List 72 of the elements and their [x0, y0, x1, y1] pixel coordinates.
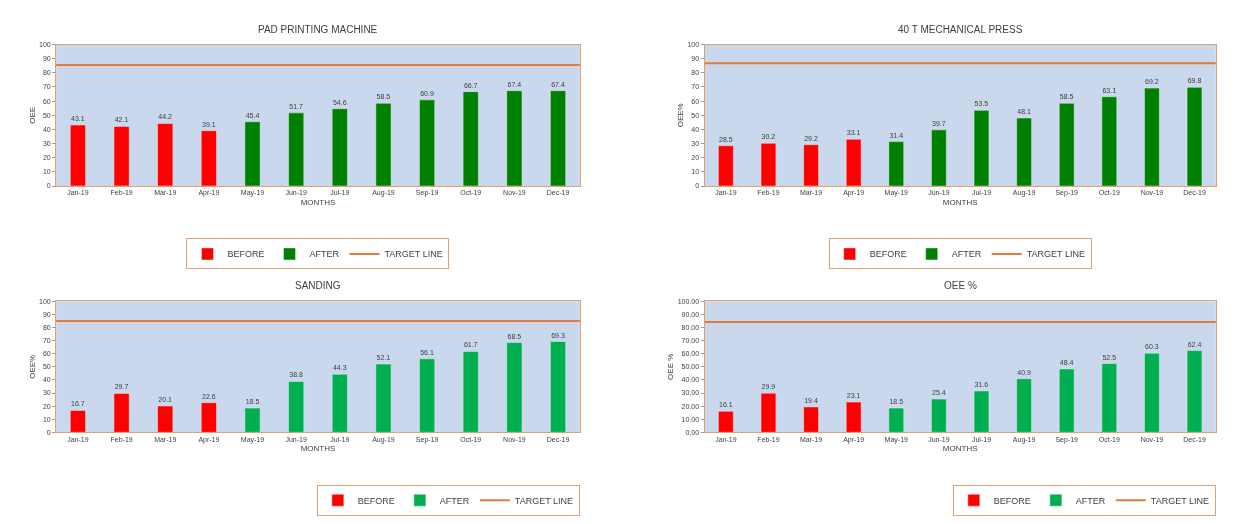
bar: [331, 108, 348, 187]
bar: [506, 90, 523, 187]
legend-label: AFTER: [309, 249, 340, 260]
legend-label: TARGET LINE: [514, 495, 574, 506]
bar: [718, 410, 734, 433]
legend-label: AFTER: [1075, 495, 1106, 506]
x-axis-title: MONTHS: [942, 443, 978, 453]
bar: [288, 112, 305, 187]
bar: [244, 407, 261, 433]
bar: [70, 410, 86, 433]
bar: [419, 99, 435, 187]
bar: [1058, 368, 1075, 433]
legend-label: TARGET LINE: [384, 249, 443, 260]
bar: [113, 126, 130, 187]
bar: [1101, 96, 1118, 187]
y-axis-title: OEE %: [666, 353, 676, 380]
bar: [973, 390, 990, 433]
bar: [157, 123, 174, 187]
chart-title: PAD PRINTING MACHINE: [258, 24, 378, 35]
legend-label: BEFORE: [357, 495, 395, 506]
bar: [760, 143, 777, 187]
bar: [845, 401, 862, 433]
bar: [1016, 378, 1032, 433]
bar: [888, 141, 904, 187]
bar: [506, 342, 523, 433]
bar: [419, 358, 435, 433]
bar: [760, 392, 777, 433]
bar: [931, 398, 947, 433]
legend-label: BEFORE: [227, 249, 265, 260]
bar: [888, 407, 904, 433]
legend-label: BEFORE: [993, 495, 1031, 506]
bar: [70, 124, 86, 187]
y-axis-title: OEE: [27, 106, 37, 124]
bar: [113, 393, 130, 433]
chart-title: OEE %: [944, 280, 977, 291]
legend-label: AFTER: [439, 495, 470, 506]
legend-label: AFTER: [951, 249, 982, 260]
bar: [550, 341, 566, 433]
legend-label: TARGET LINE: [1026, 249, 1085, 260]
bar: [931, 129, 947, 187]
bar: [803, 144, 819, 187]
bar: [1144, 87, 1160, 187]
bar: [973, 110, 990, 187]
bar: [1016, 117, 1032, 187]
bar: [462, 91, 479, 187]
bar: [803, 406, 819, 433]
bar: [200, 130, 217, 187]
bar: [550, 90, 566, 187]
x-axis-title: MONTHS: [300, 197, 336, 207]
x-axis-title: MONTHS: [942, 197, 978, 207]
bar: [375, 363, 392, 433]
legend-label: TARGET LINE: [1150, 495, 1210, 506]
bar: [462, 351, 479, 433]
bar: [375, 103, 392, 187]
bar: [845, 138, 862, 187]
bar: [200, 402, 217, 433]
x-axis-title: MONTHS: [300, 443, 336, 453]
bar: [1144, 353, 1160, 433]
bar: [157, 405, 174, 433]
bar: [244, 121, 261, 187]
bar: [288, 381, 305, 433]
bar: [1101, 363, 1118, 433]
y-axis-title: OEE%: [27, 354, 37, 379]
chart-title: 40 T MECHANICAL PRESS: [898, 24, 1023, 35]
bar: [1186, 87, 1203, 187]
chart-title: SANDING: [295, 280, 341, 291]
bar: [1058, 103, 1075, 187]
bar: [331, 374, 348, 433]
bar: [718, 145, 734, 187]
legend-label: BEFORE: [869, 249, 907, 260]
bar: [1186, 350, 1203, 433]
y-axis-title: OEE%: [676, 103, 686, 128]
